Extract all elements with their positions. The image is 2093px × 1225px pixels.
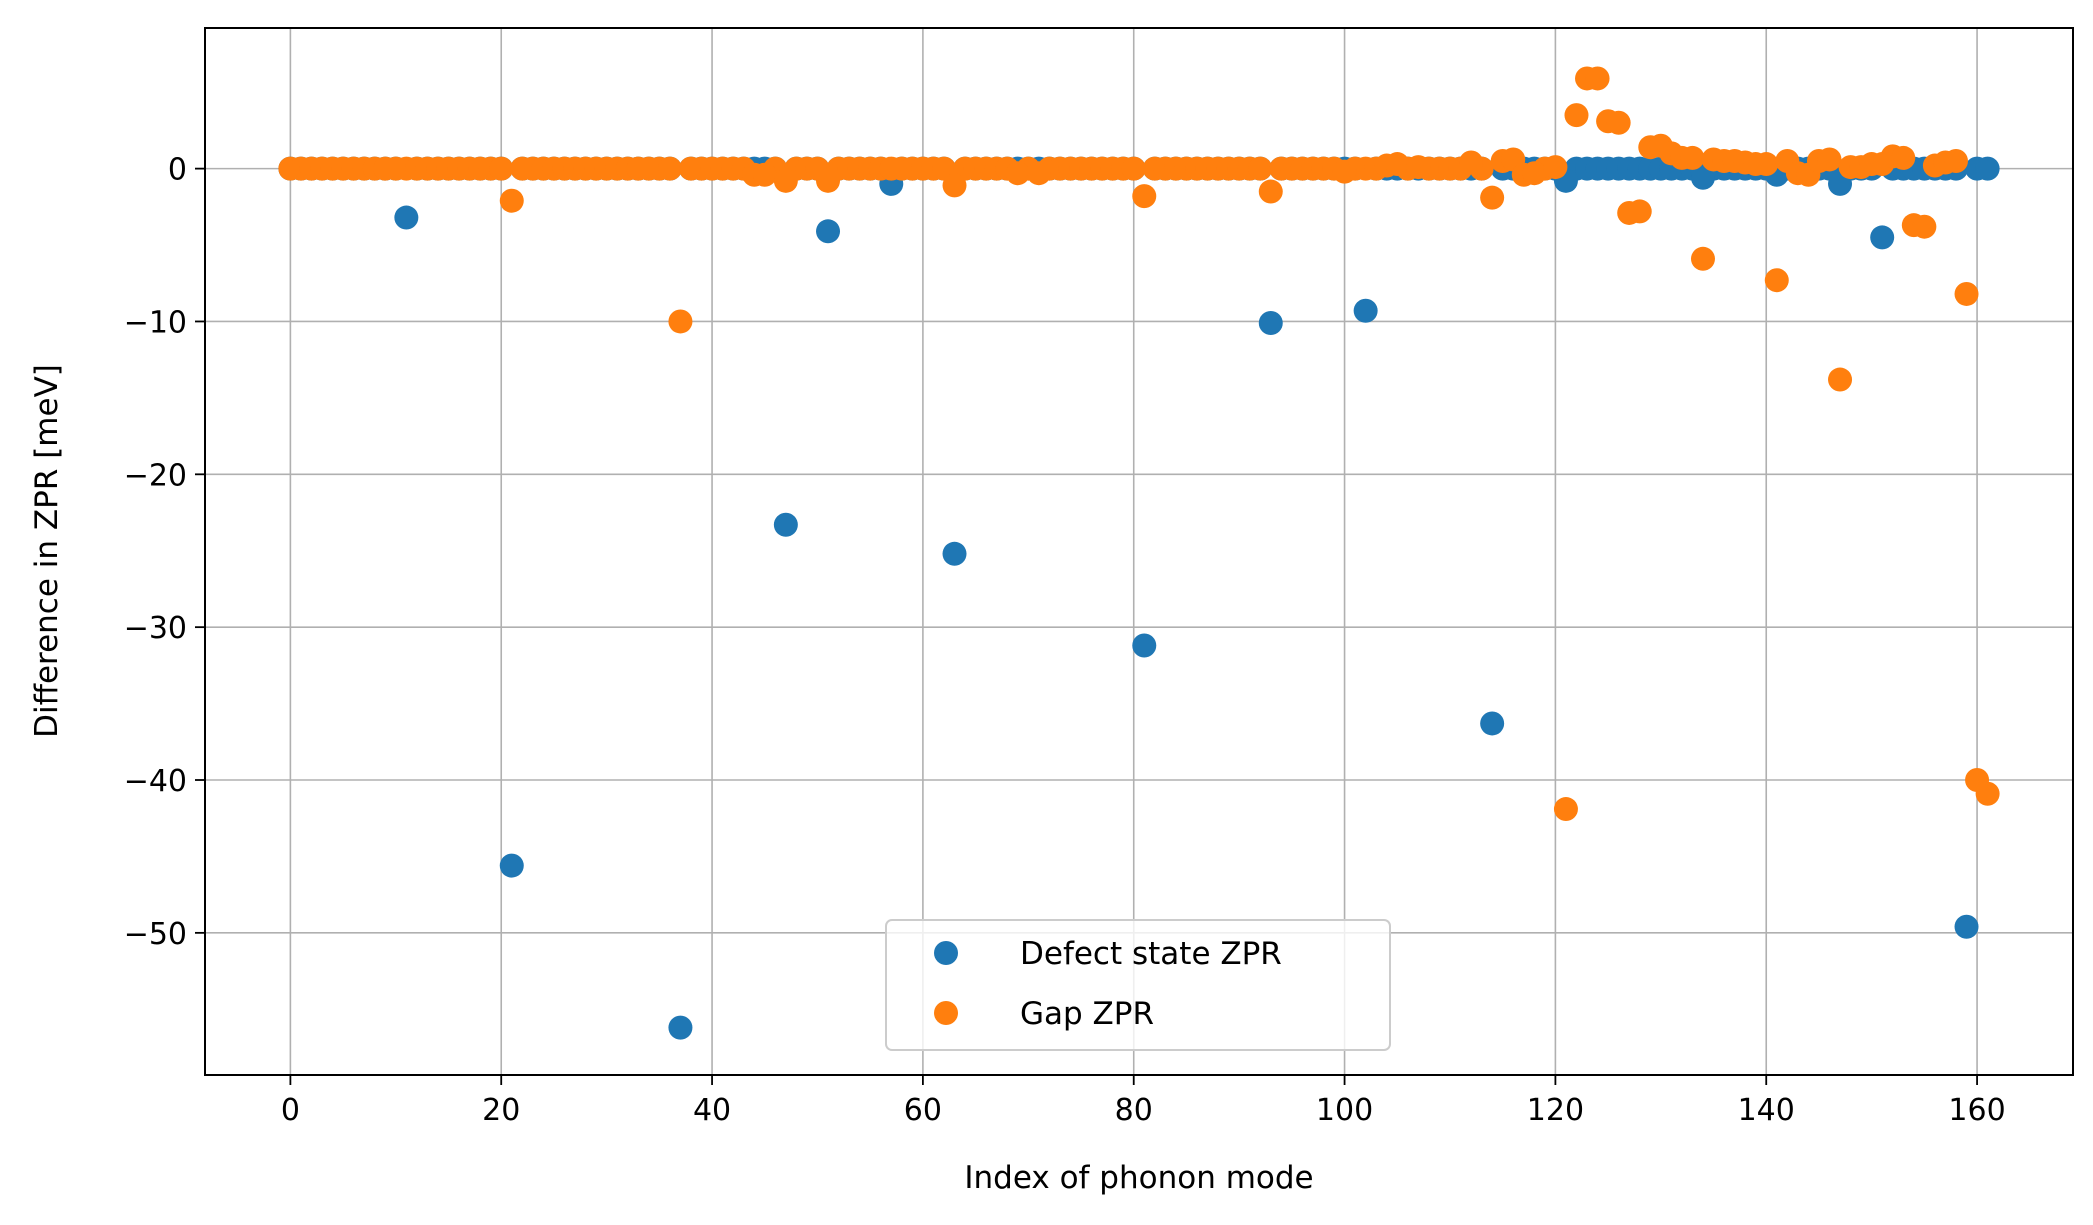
y-tick-label: −20 [124, 458, 187, 493]
data-point-defect-state-zpr [1258, 310, 1283, 335]
data-point-gap-zpr [1459, 150, 1484, 175]
data-point-gap-zpr [1385, 152, 1410, 177]
x-axis-label: Index of phonon mode [964, 1160, 1313, 1196]
data-point-defect-state-zpr [1975, 156, 2000, 181]
data-point-gap-zpr [1828, 367, 1853, 392]
x-tick-label: 160 [1948, 1093, 2005, 1128]
y-tick-label: 0 [168, 153, 187, 188]
data-point-gap-zpr [1817, 147, 1842, 172]
data-point-gap-zpr [1627, 199, 1652, 224]
data-point-gap-zpr [1943, 148, 1968, 173]
data-point-defect-state-zpr [1353, 298, 1378, 323]
data-point-gap-zpr [1258, 179, 1283, 204]
y-tick-label: −40 [124, 764, 187, 799]
data-point-defect-state-zpr [394, 205, 419, 230]
data-point-gap-zpr [668, 309, 693, 334]
grid-lines [205, 28, 2073, 1075]
data-point-defect-state-zpr [773, 512, 798, 537]
x-tick-label: 120 [1527, 1093, 1584, 1128]
legend-marker-gap [934, 1001, 958, 1025]
axis-ticks: 0 20 40 60 80 100 120 140 160 0 −10 −20 −30 −40 −50 [124, 153, 2006, 1128]
data-point-gap-zpr [1680, 145, 1705, 170]
legend: Defect state ZPR Gap ZPR [885, 919, 1391, 1051]
data-point-gap-zpr [1121, 156, 1146, 181]
y-tick-label: −10 [124, 305, 187, 340]
data-point-gap-zpr [1606, 110, 1631, 135]
x-tick-label: 80 [1115, 1093, 1153, 1128]
data-point-gap-zpr [489, 156, 514, 181]
legend-label-gap: Gap ZPR [1020, 996, 1154, 1032]
data-point-gap-zpr [657, 156, 682, 181]
data-point-gap-zpr [1954, 281, 1979, 306]
data-point-gap-zpr [1564, 103, 1589, 128]
data-point-gap-zpr [1754, 152, 1779, 177]
legend-marker-defect-state [934, 941, 958, 965]
data-point-gap-zpr [1332, 159, 1357, 184]
x-tick-label: 140 [1738, 1093, 1795, 1128]
data-point-gap-zpr [1248, 156, 1273, 181]
x-tick-label: 40 [693, 1093, 731, 1128]
data-point-gap-zpr [1026, 161, 1051, 186]
data-point-gap-zpr [1585, 66, 1610, 91]
x-tick-label: 20 [482, 1093, 520, 1128]
data-point-gap-zpr [1522, 161, 1547, 186]
data-point-defect-state-zpr [1132, 633, 1157, 658]
data-point-gap-zpr [773, 168, 798, 193]
data-point-gap-zpr [1406, 155, 1431, 180]
data-point-defect-state-zpr [816, 219, 841, 244]
data-point-gap-zpr [752, 162, 777, 187]
y-tick-label: −30 [124, 611, 187, 646]
x-tick-label: 0 [281, 1093, 300, 1128]
data-point-defect-state-zpr [499, 853, 524, 878]
data-points [278, 66, 2000, 1040]
data-point-gap-zpr [1690, 246, 1715, 271]
data-point-gap-zpr [942, 173, 967, 198]
data-point-defect-state-zpr [942, 541, 967, 566]
data-point-gap-zpr [1891, 145, 1916, 170]
data-point-gap-zpr [499, 188, 524, 213]
data-point-defect-state-zpr [1954, 914, 1979, 939]
data-point-gap-zpr [1132, 184, 1157, 209]
data-point-gap-zpr [1543, 155, 1568, 180]
data-point-gap-zpr [1975, 781, 2000, 806]
data-point-gap-zpr [1553, 797, 1578, 822]
data-point-defect-state-zpr [1690, 165, 1715, 190]
data-point-gap-zpr [1912, 214, 1937, 239]
y-tick-label: −50 [124, 917, 187, 952]
plot-area-frame [204, 27, 2074, 1076]
series-defect-state-zpr [278, 156, 2000, 1040]
y-axis-label: Difference in ZPR [meV] [29, 364, 65, 738]
legend-label-defect-state: Defect state ZPR [1020, 936, 1282, 972]
series-gap-zpr [278, 66, 2000, 822]
x-tick-label: 60 [904, 1093, 942, 1128]
data-point-defect-state-zpr [1480, 711, 1505, 736]
data-point-gap-zpr [1480, 185, 1505, 210]
data-point-defect-state-zpr [668, 1015, 693, 1040]
legend-box [885, 919, 1391, 1051]
x-tick-label: 100 [1316, 1093, 1373, 1128]
data-point-gap-zpr [1764, 268, 1789, 293]
data-point-defect-state-zpr [1870, 225, 1895, 250]
data-point-gap-zpr [816, 168, 841, 193]
data-point-gap-zpr [1005, 161, 1030, 186]
